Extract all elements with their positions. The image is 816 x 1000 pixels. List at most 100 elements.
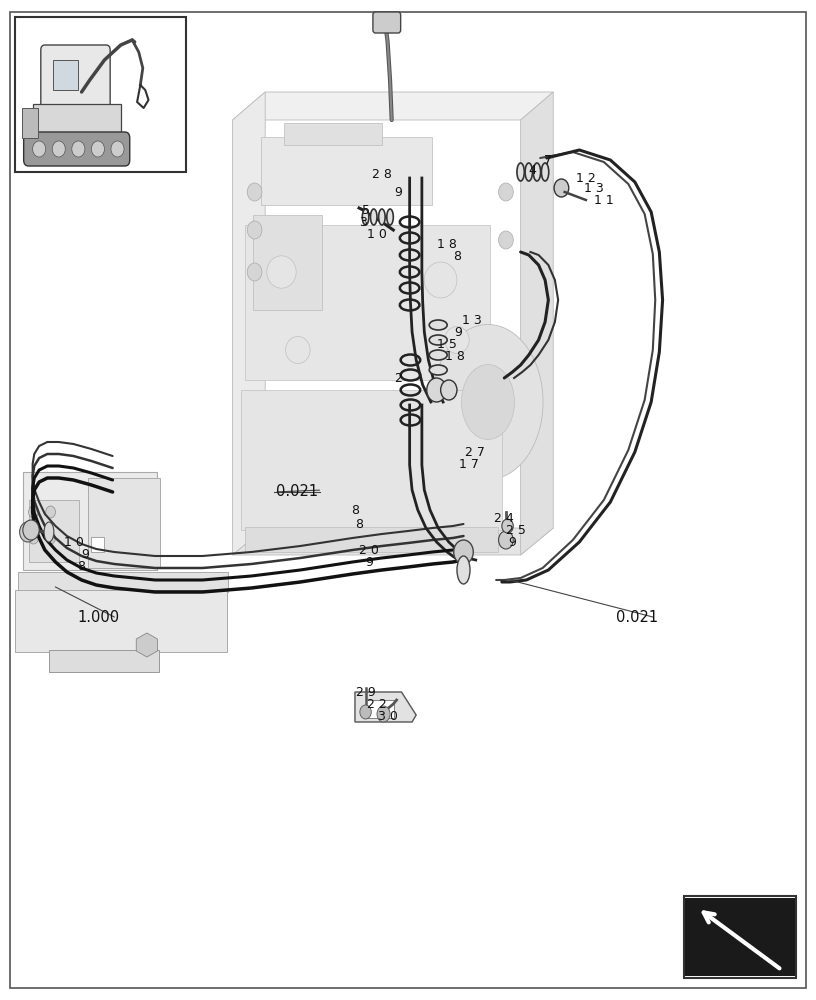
Ellipse shape <box>432 324 543 480</box>
Polygon shape <box>233 528 553 555</box>
Text: 9: 9 <box>394 186 402 198</box>
Bar <box>261 137 432 205</box>
Circle shape <box>29 506 38 518</box>
Text: 2 2: 2 2 <box>367 698 387 710</box>
Text: 5: 5 <box>361 204 370 217</box>
Text: 1 2: 1 2 <box>576 172 596 184</box>
Ellipse shape <box>445 326 469 354</box>
Ellipse shape <box>44 522 54 542</box>
Bar <box>53 60 78 90</box>
Ellipse shape <box>462 364 514 440</box>
FancyBboxPatch shape <box>23 472 157 570</box>
Circle shape <box>247 263 262 281</box>
Text: 1 0: 1 0 <box>64 536 83 548</box>
Ellipse shape <box>457 556 470 584</box>
Circle shape <box>441 380 457 400</box>
Polygon shape <box>233 92 553 120</box>
Bar <box>33 104 121 142</box>
Text: 8: 8 <box>351 504 359 516</box>
Bar <box>245 225 490 380</box>
Circle shape <box>20 522 36 542</box>
Bar <box>49 650 159 672</box>
Polygon shape <box>521 92 553 555</box>
Text: 2 9: 2 9 <box>356 686 375 698</box>
Circle shape <box>499 183 513 201</box>
Bar <box>241 390 502 530</box>
Polygon shape <box>355 692 416 722</box>
Text: 9: 9 <box>508 536 517 550</box>
Text: 1 3: 1 3 <box>462 314 481 326</box>
Circle shape <box>502 519 513 533</box>
Circle shape <box>23 520 39 540</box>
Text: 3: 3 <box>359 216 367 229</box>
Ellipse shape <box>387 209 393 225</box>
Bar <box>15 590 227 652</box>
Text: 8: 8 <box>78 560 86 574</box>
Polygon shape <box>136 633 157 657</box>
Text: 1 8: 1 8 <box>446 350 465 362</box>
Circle shape <box>33 141 46 157</box>
Ellipse shape <box>429 335 447 345</box>
Ellipse shape <box>267 256 296 288</box>
Text: 9: 9 <box>365 556 373 568</box>
Text: 1.000: 1.000 <box>78 609 120 624</box>
Text: 2 7: 2 7 <box>465 446 485 458</box>
Text: 0.021: 0.021 <box>276 485 318 499</box>
Circle shape <box>111 141 124 157</box>
FancyBboxPatch shape <box>373 12 401 33</box>
Text: 3 0: 3 0 <box>379 710 398 724</box>
Ellipse shape <box>370 209 377 225</box>
Polygon shape <box>18 572 228 592</box>
Text: 1 7: 1 7 <box>459 458 479 472</box>
Text: 1 5: 1 5 <box>437 338 457 351</box>
Circle shape <box>499 231 513 249</box>
Text: 8: 8 <box>355 518 363 530</box>
Ellipse shape <box>424 262 457 298</box>
Text: 1 0: 1 0 <box>367 228 387 240</box>
Circle shape <box>91 141 104 157</box>
Bar <box>29 500 79 562</box>
Bar <box>15 17 186 172</box>
Bar <box>88 478 160 568</box>
Ellipse shape <box>429 320 447 330</box>
Text: 1 1: 1 1 <box>594 194 614 207</box>
Bar <box>366 700 394 718</box>
Circle shape <box>360 705 371 719</box>
Text: 9: 9 <box>455 326 463 338</box>
Circle shape <box>247 183 262 201</box>
Text: 1 3: 1 3 <box>584 182 604 194</box>
Text: 8: 8 <box>453 249 461 262</box>
Bar <box>284 123 382 145</box>
Text: 7: 7 <box>544 153 552 166</box>
Circle shape <box>247 221 262 239</box>
Circle shape <box>554 179 569 197</box>
Text: 1 8: 1 8 <box>437 237 457 250</box>
FancyBboxPatch shape <box>41 45 110 117</box>
Ellipse shape <box>517 163 525 181</box>
Circle shape <box>46 532 55 544</box>
Bar <box>253 215 322 310</box>
Ellipse shape <box>286 336 310 363</box>
Circle shape <box>72 141 85 157</box>
Circle shape <box>454 540 473 564</box>
Ellipse shape <box>526 163 533 181</box>
Ellipse shape <box>534 163 540 181</box>
Circle shape <box>52 141 65 157</box>
Text: 2 0: 2 0 <box>359 544 379 556</box>
Text: 2 4: 2 4 <box>494 512 514 524</box>
Polygon shape <box>233 92 265 555</box>
Ellipse shape <box>542 163 549 181</box>
Text: 2 5: 2 5 <box>506 524 526 536</box>
Circle shape <box>46 506 55 518</box>
Circle shape <box>29 532 38 544</box>
Bar <box>91 537 104 552</box>
Ellipse shape <box>429 365 447 375</box>
Text: 4: 4 <box>528 163 536 176</box>
Text: 0.021: 0.021 <box>616 609 659 624</box>
Text: 2 8: 2 8 <box>372 167 392 180</box>
Circle shape <box>499 531 513 549</box>
Bar <box>684 896 796 978</box>
Bar <box>245 527 498 552</box>
Circle shape <box>427 378 446 402</box>
Bar <box>685 898 795 976</box>
